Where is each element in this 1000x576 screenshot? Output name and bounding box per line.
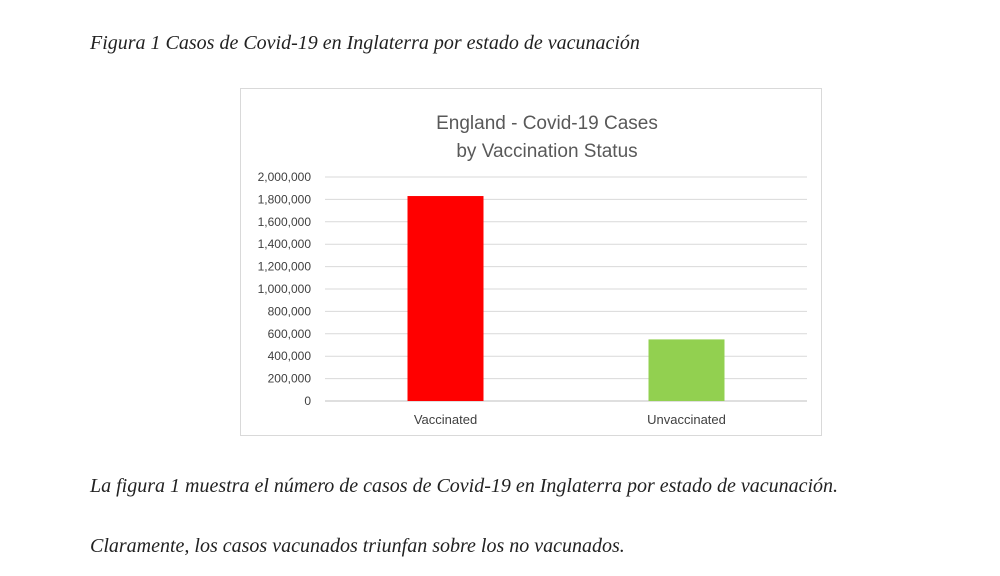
x-category-label: Vaccinated (414, 412, 477, 427)
y-tick-label: 600,000 (268, 327, 312, 341)
y-tick-label: 1,000,000 (258, 282, 312, 296)
y-tick-label: 1,600,000 (258, 215, 312, 229)
y-tick-label: 1,800,000 (258, 192, 312, 206)
y-tick-label: 2,000,000 (258, 170, 312, 184)
bar-unvaccinated (648, 339, 725, 401)
y-tick-label: 1,400,000 (258, 237, 312, 251)
y-axis-ticks: 0 200,000 400,000 600,000 800,000 1,000,000 1,… (258, 170, 312, 408)
y-tick-label: 1,200,000 (258, 260, 312, 274)
x-axis-categories: Vaccinated Unvaccinated (414, 412, 726, 427)
bar-chart: England - Covid-19 Cases by Vaccination … (258, 113, 807, 427)
chart-frame: England - Covid-19 Cases by Vaccination … (240, 88, 822, 436)
y-tick-label: 0 (304, 394, 311, 408)
gridlines (325, 176, 807, 402)
figure-caption: Figura 1 Casos de Covid-19 en Inglaterra… (90, 32, 640, 54)
paragraph-1: La figura 1 muestra el número de casos d… (90, 475, 839, 497)
x-category-label: Unvaccinated (647, 412, 726, 427)
y-tick-label: 400,000 (268, 349, 312, 363)
bar-vaccinated (407, 196, 484, 401)
y-tick-label: 200,000 (268, 372, 312, 386)
paragraph-2: Claramente, los casos vacunados triunfan… (90, 535, 625, 557)
chart-title-line-2: by Vaccination Status (456, 141, 637, 162)
chart-title-line-1: England - Covid-19 Cases (436, 113, 658, 134)
bars (407, 196, 725, 401)
y-tick-label: 800,000 (268, 304, 312, 318)
